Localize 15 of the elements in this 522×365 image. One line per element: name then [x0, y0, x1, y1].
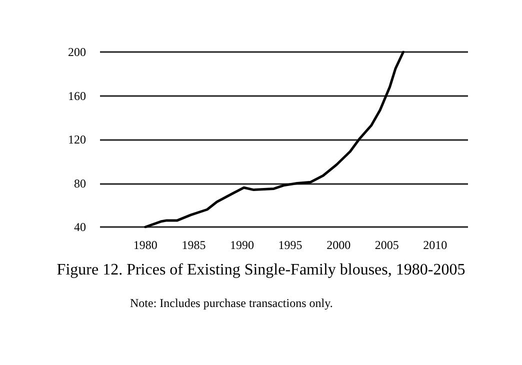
y-tick-label: 40 [74, 220, 86, 234]
x-tick-label: 1985 [182, 238, 206, 252]
y-tick-label: 80 [74, 176, 86, 190]
line-series [144, 50, 405, 228]
x-tick-label: 2005 [374, 238, 399, 252]
y-tick-label: 200 [68, 45, 86, 59]
x-tick-label: 1990 [230, 238, 254, 252]
x-tick-label: 1980 [133, 238, 158, 252]
y-tick-label: 120 [68, 132, 86, 146]
x-tick-label: 2010 [423, 238, 448, 252]
x-tick-label: 1995 [278, 238, 302, 252]
y-tick-label: 160 [68, 88, 86, 103]
text: Note: Includes purchase transactions only. [130, 296, 333, 310]
x-tick-label: 2000 [326, 238, 351, 252]
text: Figure 12. Prices of Existing Single-Family blouses, 1980-2005 [56, 262, 466, 278]
